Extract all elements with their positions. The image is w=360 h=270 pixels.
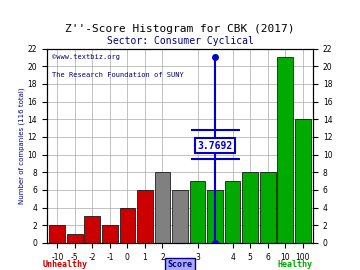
Bar [102, 225, 118, 243]
Title: Z''-Score Histogram for CBK (2017): Z''-Score Histogram for CBK (2017) [65, 24, 295, 34]
Text: ©www.textbiz.org: ©www.textbiz.org [52, 55, 120, 60]
Text: Score: Score [167, 260, 193, 269]
Bar [260, 172, 275, 243]
Bar [242, 172, 258, 243]
Bar [277, 58, 293, 243]
Bar [172, 190, 188, 243]
Bar [49, 225, 65, 243]
Text: Sector: Consumer Cyclical: Sector: Consumer Cyclical [107, 36, 253, 46]
Text: 3.7692: 3.7692 [197, 141, 233, 151]
Bar [120, 208, 135, 243]
Bar [85, 217, 100, 243]
Text: Unhealthy: Unhealthy [42, 260, 87, 269]
Bar [137, 190, 153, 243]
Bar [207, 190, 223, 243]
Text: The Research Foundation of SUNY: The Research Foundation of SUNY [52, 72, 184, 78]
Bar [154, 172, 170, 243]
Y-axis label: Number of companies (116 total): Number of companies (116 total) [18, 87, 25, 204]
Text: Healthy: Healthy [278, 260, 313, 269]
Bar [225, 181, 240, 243]
Bar [190, 181, 206, 243]
Bar [67, 234, 83, 243]
Bar [295, 119, 311, 243]
